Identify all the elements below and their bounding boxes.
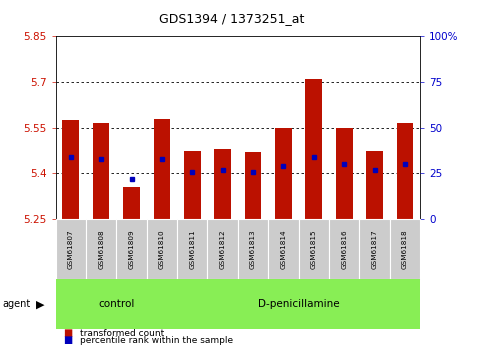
Text: GSM61808: GSM61808 bbox=[98, 229, 104, 269]
Text: GSM61812: GSM61812 bbox=[220, 229, 226, 269]
Text: GSM61813: GSM61813 bbox=[250, 229, 256, 269]
Bar bbox=[245, 152, 261, 219]
Bar bbox=[366, 150, 383, 219]
Text: ▶: ▶ bbox=[36, 299, 44, 309]
Text: GSM61810: GSM61810 bbox=[159, 229, 165, 269]
Bar bbox=[275, 128, 292, 219]
Text: ■: ■ bbox=[63, 335, 72, 345]
Text: GSM61807: GSM61807 bbox=[68, 229, 74, 269]
Text: control: control bbox=[98, 299, 134, 309]
Text: D-penicillamine: D-penicillamine bbox=[258, 299, 340, 309]
Text: GSM61809: GSM61809 bbox=[128, 229, 135, 269]
Text: GSM61811: GSM61811 bbox=[189, 229, 195, 269]
Text: GSM61817: GSM61817 bbox=[371, 229, 378, 269]
Text: transformed count: transformed count bbox=[80, 329, 164, 338]
Bar bbox=[397, 123, 413, 219]
Text: GSM61818: GSM61818 bbox=[402, 229, 408, 269]
Bar bbox=[184, 150, 200, 219]
Bar bbox=[123, 187, 140, 219]
Bar bbox=[214, 149, 231, 219]
Bar bbox=[305, 79, 322, 219]
Bar bbox=[336, 128, 353, 219]
Text: GSM61815: GSM61815 bbox=[311, 229, 317, 269]
Text: GSM61816: GSM61816 bbox=[341, 229, 347, 269]
Text: GDS1394 / 1373251_at: GDS1394 / 1373251_at bbox=[159, 12, 304, 25]
Text: ■: ■ bbox=[63, 328, 72, 338]
Text: percentile rank within the sample: percentile rank within the sample bbox=[80, 336, 233, 345]
Text: agent: agent bbox=[2, 299, 30, 309]
Bar bbox=[154, 119, 170, 219]
Text: GSM61814: GSM61814 bbox=[281, 229, 286, 269]
Bar bbox=[93, 123, 110, 219]
Bar bbox=[62, 120, 79, 219]
